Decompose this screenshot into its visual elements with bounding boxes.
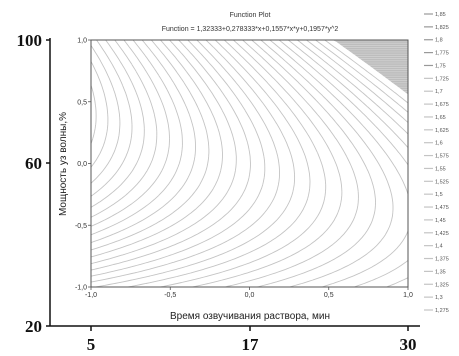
y-tick-label: -0,5 — [75, 223, 87, 230]
contour-line — [297, 40, 408, 135]
legend-label: 1,325 — [435, 282, 449, 288]
outer-x-tick-label: 5 — [87, 335, 96, 354]
y-tick-label: 1,0 — [77, 38, 87, 45]
y-tick-label: -1,0 — [75, 285, 87, 292]
contour-line — [287, 40, 408, 287]
legend-label: 1,625 — [435, 128, 449, 134]
x-axis-label: Время озвучивания раствора, мин — [170, 311, 330, 322]
legend-label: 1,35 — [435, 269, 446, 275]
inner-axis-ticks: -1,0 -0,5 0,0 0,5 1,0 -1,0 -0,5 0,0 0,5 1,0 — [75, 38, 413, 300]
contour-lines — [91, 40, 408, 287]
legend-label: 1,75 — [435, 63, 446, 69]
outer-x-tick-label: 17 — [242, 335, 260, 354]
contour-line — [251, 40, 376, 287]
contour-line — [278, 40, 408, 287]
y-tick-label: 0,5 — [77, 99, 87, 106]
x-tick-label: 0,0 — [245, 292, 255, 299]
outer-y-tick-label: 60 — [25, 154, 42, 173]
outer-y-tick-label: 100 — [17, 31, 43, 50]
legend: 1,85 1,825 1,8 1,775 1,75 1,725 1,7 1,675 1,65 1,… — [424, 12, 449, 314]
contour-line — [260, 40, 394, 287]
chart-subtitle: Function = 1,32333+0,278333*x+0,1557*x*y… — [162, 26, 339, 33]
legend-label: 1,55 — [435, 166, 446, 172]
contour-line — [91, 40, 133, 197]
contour-line — [91, 40, 145, 208]
legend-label: 1,5 — [435, 192, 443, 198]
legend-label: 1,45 — [435, 218, 446, 224]
contour-line — [91, 40, 251, 271]
legend-label: 1,525 — [435, 179, 449, 185]
legend-label: 1,475 — [435, 205, 449, 211]
contour-line — [306, 40, 408, 123]
legend-label: 1,425 — [435, 231, 449, 237]
legend-label: 1,85 — [435, 12, 446, 18]
x-tick-label: -1,0 — [85, 292, 97, 299]
y-axis-label: Мощность уз волны,% — [58, 112, 69, 216]
legend-label: 1,7 — [435, 89, 443, 95]
legend-label: 1,575 — [435, 154, 449, 160]
contour-line — [269, 40, 408, 287]
contour-line — [91, 40, 210, 251]
legend-label: 1,375 — [435, 257, 449, 263]
chart-title: Function Plot — [230, 12, 271, 19]
x-tick-label: -0,5 — [164, 292, 176, 299]
contour-line — [91, 40, 280, 283]
y-tick-label: 0,0 — [77, 161, 87, 168]
legend-label: 1,8 — [435, 38, 443, 44]
contour-line — [91, 45, 121, 184]
legend-label: 1,825 — [435, 25, 449, 31]
x-tick-label: 1,0 — [403, 292, 413, 299]
legend-label: 1,3 — [435, 295, 443, 301]
contour-line — [91, 40, 183, 236]
outer-axis-ticks: 100 60 20 5 17 30 — [17, 31, 417, 354]
legend-label: 1,775 — [435, 51, 449, 57]
contour-line — [91, 40, 223, 258]
contour-line — [91, 40, 196, 244]
contour-line — [324, 40, 408, 104]
legend-label: 1,6 — [435, 141, 443, 147]
contour-line — [91, 40, 237, 265]
legend-label: 1,275 — [435, 308, 449, 314]
x-tick-label: 0,5 — [324, 292, 334, 299]
legend-label: 1,725 — [435, 76, 449, 82]
legend-label: 1,675 — [435, 102, 449, 108]
contour-line — [91, 40, 266, 277]
legend-label: 1,4 — [435, 244, 443, 250]
outer-y-tick-label: 20 — [25, 317, 42, 336]
contour-line — [91, 40, 170, 227]
legend-label: 1,65 — [435, 115, 446, 121]
outer-x-tick-label: 30 — [400, 335, 417, 354]
plot-background — [91, 40, 408, 287]
contour-line — [91, 40, 158, 218]
contour-line — [315, 40, 408, 113]
